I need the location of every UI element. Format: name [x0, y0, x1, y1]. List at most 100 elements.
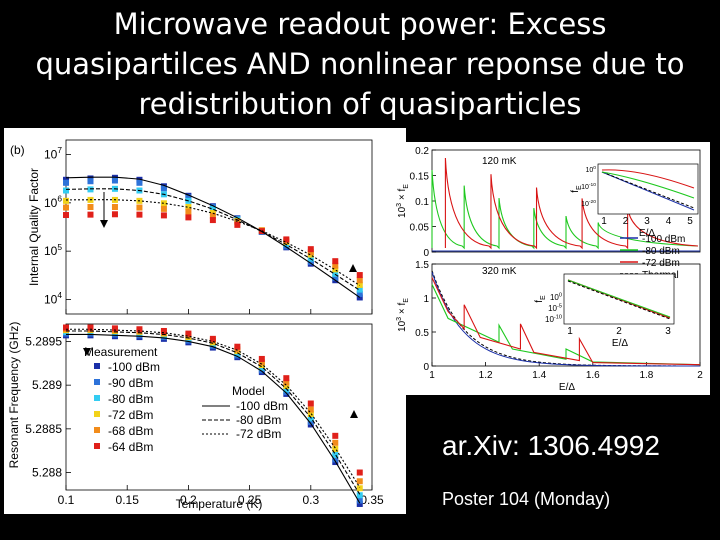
inset-bottom-ytick-label: 100 [550, 292, 562, 302]
bottom-right-ytick-label: 0.5 [415, 328, 429, 339]
q-point [63, 176, 69, 183]
q-model-line [65, 188, 361, 291]
f-point [160, 327, 167, 334]
legend-model-title: Model [232, 384, 265, 398]
inset-bottom-xtick-label: 1 [567, 326, 573, 337]
inset-bottom-ytick-label: 10-10 [545, 314, 562, 324]
bottom-right-xtick-label: 1.8 [639, 370, 653, 381]
poster-note: Poster 104 (Monday) [442, 489, 611, 509]
q-point [209, 217, 216, 224]
q-point [209, 205, 216, 212]
f-arrow-left-head [83, 348, 91, 356]
f-arrow-head [350, 410, 358, 418]
bottom-right-red-curve [431, 277, 701, 366]
f-point [307, 418, 314, 425]
q-point [160, 185, 167, 192]
right-legend-entry: -80 dBm [642, 246, 680, 257]
title-line-1: Microwave readout power: Excess [113, 7, 607, 41]
f-ytick-label: 5.289 [32, 378, 62, 392]
f-ylabel: Resonant Frequency (GHz) [7, 322, 21, 469]
legend-measurement-entry: -90 dBm [108, 376, 153, 390]
inset-top-thermal-curve [601, 171, 695, 209]
legend-measurement-entry: -68 dBm [108, 424, 153, 438]
arxiv-reference: ar.Xiv: 1306.4992 [442, 430, 660, 461]
title-line-3: redistribution of quasiparticles [138, 87, 582, 121]
q-point [332, 262, 339, 269]
q-point [332, 274, 339, 281]
bottom-right-xtick-label: 1.4 [532, 370, 546, 381]
inset-top-ylabel: fE [570, 185, 583, 193]
q-ytick-label: 107 [44, 145, 62, 161]
bottom-right-xtick-label: 1.6 [586, 370, 600, 381]
f-model-line [66, 328, 361, 488]
f-point [283, 383, 290, 390]
f-point [136, 326, 143, 333]
q-point [209, 212, 216, 219]
bottom-right-xtick-label: 1.2 [479, 370, 493, 381]
f-point [332, 439, 339, 446]
q-ytick-label: 104 [44, 290, 62, 306]
panel-label-b: (b) [10, 143, 25, 157]
top-right-ytick-label: 0.05 [410, 223, 430, 234]
legend-measurement-marker [94, 443, 100, 449]
f-xtick-label: 0.15 [116, 493, 140, 507]
q-ytick-label: 106 [44, 193, 62, 209]
inset-bottom-ylabel: fE [534, 295, 547, 303]
f-point [111, 325, 118, 332]
f-point [283, 379, 290, 386]
f-xtick-label: 0.1 [58, 493, 75, 507]
left-figure-panel: (b) 107 106 105 104 Internal Quality Factor 5.… [4, 128, 406, 514]
f-ytick-label: 5.2885 [25, 422, 62, 436]
top-right-ytick-label: 0.1 [415, 197, 429, 208]
q-point [136, 179, 143, 186]
legend-model-entry: -72 dBm [236, 427, 281, 441]
q-point [87, 211, 94, 218]
f-point [356, 478, 363, 485]
f-point [332, 452, 339, 459]
q-point [307, 246, 314, 253]
f-point [258, 355, 265, 362]
legend-measurement-entry: -72 dBm [108, 408, 153, 422]
q-point [136, 211, 143, 218]
inset-top-ytick-label: 10-10 [581, 182, 596, 191]
bottom-right-blue-curve [431, 271, 701, 367]
q-ytick-label: 105 [44, 242, 62, 258]
q-point [185, 208, 192, 215]
q-point [283, 236, 290, 243]
q-point [111, 211, 118, 218]
annotation-320mk: 320 mK [482, 266, 517, 277]
inset-bottom-xtick-label: 2 [616, 326, 622, 337]
bottom-right-ytick-label: 0 [423, 362, 429, 373]
legend-measurement-entry: -80 dBm [108, 392, 153, 406]
f-point [283, 386, 290, 393]
legend-measurement-marker [94, 379, 100, 385]
top-right-ytick-label: 0.15 [410, 172, 430, 183]
bottom-right-green-curve [431, 284, 701, 366]
q-point [234, 221, 241, 228]
f-point [63, 324, 69, 331]
legend-model-entry: -80 dBm [236, 413, 281, 427]
f-xtick-label: 0.35 [360, 493, 384, 507]
inset-top-ytick-label: 10-20 [581, 199, 596, 208]
right-legend-entry: -72 dBm [642, 258, 680, 269]
annotation-120mk: 120 mK [482, 156, 517, 167]
inset-top-xtick-label: 4 [666, 216, 672, 227]
f-point [356, 469, 363, 476]
top-right-ytick-label: 0.2 [415, 146, 429, 157]
q-point [185, 204, 192, 211]
top-right-ylabel: 103 × fE [396, 184, 410, 218]
f-point [332, 456, 339, 463]
q-arrow-right-head [349, 264, 357, 272]
bottom-right-ytick-label: 1 [423, 294, 429, 305]
f-plot-frame [65, 323, 373, 491]
f-point [307, 400, 314, 407]
f-xtick-label: 0.25 [238, 493, 262, 507]
bottom-right-frame [431, 263, 701, 367]
legend-measurement-entry: -100 dBm [108, 360, 160, 374]
f-point [258, 359, 265, 366]
f-point [209, 335, 216, 342]
q-point [111, 204, 118, 211]
f-point [307, 406, 314, 413]
inset-bottom-thermal-curve [567, 280, 671, 320]
